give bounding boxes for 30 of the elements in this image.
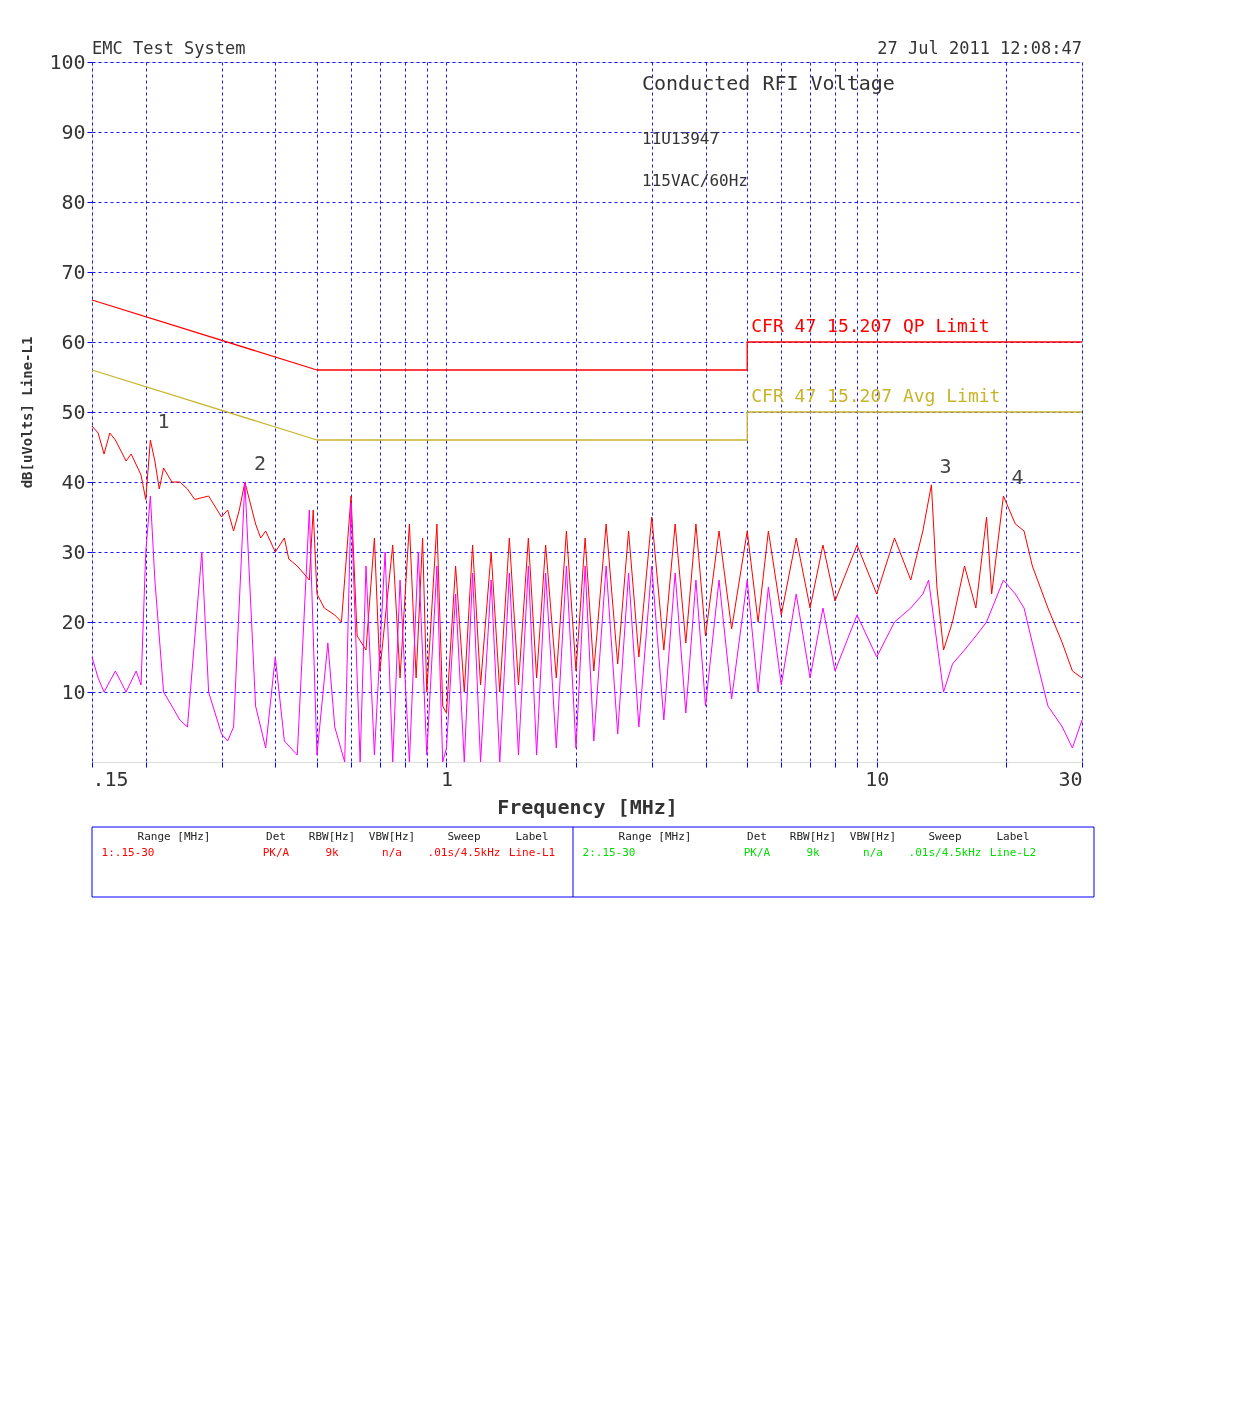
x-tick-label: .15 — [92, 766, 129, 791]
text: 11U13947 — [642, 129, 720, 148]
text: 1:.15-30 PK/A 9k n/a .01s/4.5kHz Line-L1 — [101, 846, 556, 859]
x-tick-label: 1 — [440, 766, 453, 791]
text: Range [MHz] Det RBW[Hz] VBW[Hz] Sweep Label — [137, 830, 549, 843]
y-tick-label: 80 — [61, 189, 86, 214]
y-tick-label: 90 — [61, 119, 86, 144]
annotation: 1 — [157, 409, 170, 433]
y-tick-label: 50 — [61, 399, 86, 424]
y-axis-title: dB[uVolts] Line-L1 — [19, 336, 36, 489]
y-tick-label: 20 — [61, 609, 86, 634]
y-tick-label: 30 — [61, 539, 86, 564]
x-tick-label: 10 — [865, 766, 890, 791]
series-label: CFR 47 15.207 QP Limit — [751, 315, 990, 336]
y-tick-label: 10 — [61, 679, 86, 704]
annotation: 3 — [939, 453, 952, 478]
y-tick-label: 100 — [49, 49, 86, 74]
annotation: 2 — [253, 451, 267, 475]
y-tick-label: 40 — [61, 469, 86, 494]
text: Conducted RFI Voltage — [642, 71, 895, 95]
x-axis-title: Frequency [MHz] — [497, 794, 678, 819]
text: EMC Test System — [92, 38, 246, 58]
annotation: 115VAC/60Hz — [642, 171, 748, 190]
x-tick-label: 30 — [1058, 766, 1083, 791]
y-tick-label: 70 — [61, 259, 86, 284]
series-label: CFR 47 15.207 Avg Limit — [751, 385, 1001, 406]
text: 27 Jul 2011 12:08:47 — [877, 38, 1082, 58]
text: Range [MHz] Det RBW[Hz] VBW[Hz] Sweep Label — [618, 830, 1030, 843]
y-tick-label: 60 — [61, 329, 86, 354]
text: 2:.15-30 PK/A 9k n/a .01s/4.5kHz Line-L2 — [582, 846, 1037, 859]
